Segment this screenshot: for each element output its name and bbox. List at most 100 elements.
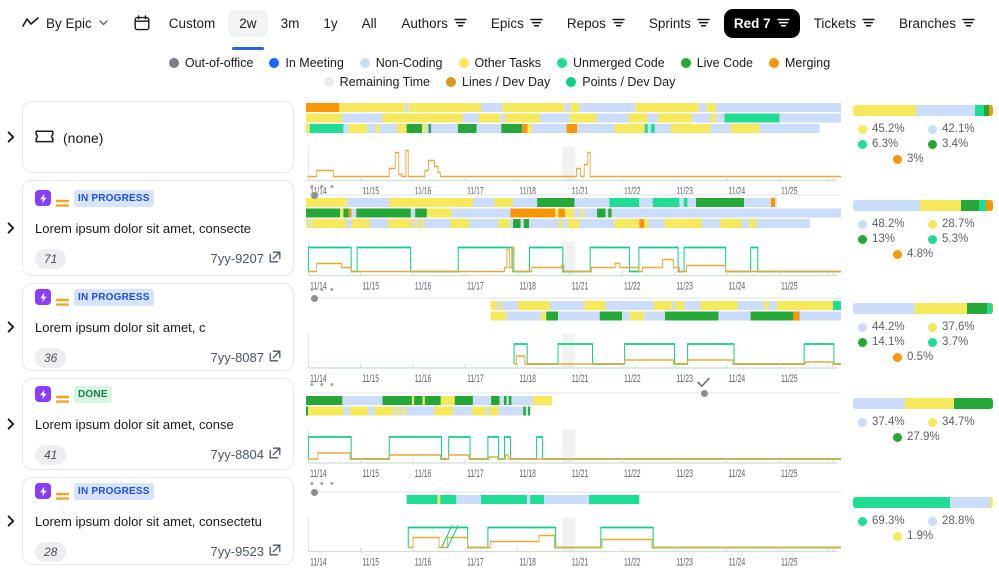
activity-segment (546, 311, 558, 321)
ticket-card-header: IN PROGRESS Lorem ipsum dolor sit amet, c… (35, 482, 281, 530)
activity-timeline-chart[interactable]: 11/14 11/15 11/16 11/17 11/18 11/21 11/22 11/23… (306, 198, 841, 296)
ticket-id-link[interactable]: 7yy-8804 (211, 447, 281, 462)
row-chart-inner: 11/14 11/15 11/16 11/17 11/18 11/21 11/22 11/23… (306, 101, 841, 198)
range-all[interactable]: All (361, 15, 377, 31)
activity-segment (339, 103, 405, 112)
row-options-menu[interactable]: • • • (310, 379, 336, 391)
calendar-icon[interactable] (132, 15, 156, 31)
ticket-id-link[interactable]: 7yy-9523 (211, 544, 281, 559)
activity-segment (744, 198, 771, 207)
activity-segment (584, 301, 606, 310)
activity-segment (375, 124, 380, 133)
range-custom[interactable]: Custom (168, 15, 216, 31)
filter-sprints[interactable]: Sprints (639, 9, 720, 38)
metric-lines (307, 146, 841, 178)
row-expand-chevron[interactable] (0, 283, 22, 371)
legend-item-in-meeting[interactable]: In Meeting (269, 57, 344, 70)
activity-segment (472, 198, 495, 207)
activity-segment (494, 198, 513, 207)
filter-red-7[interactable]: Red 7 (723, 8, 800, 38)
legend-item-merging[interactable]: Merging (768, 57, 830, 70)
activity-segment (426, 208, 452, 218)
ticket-id-link[interactable]: 7yy-8087 (211, 350, 281, 365)
external-link-icon (269, 251, 281, 266)
activity-segment (450, 219, 470, 228)
row-expand-chevron[interactable] (0, 180, 22, 276)
activity-segment (558, 208, 565, 218)
activity-segment (706, 103, 716, 112)
ticket-progress-marker[interactable] (310, 488, 318, 496)
summary-color-dot (858, 234, 867, 244)
summary-item: 27.9% (893, 431, 953, 443)
activity-segment (440, 495, 457, 504)
row-options-menu[interactable]: • • • (310, 181, 336, 193)
activity-segment (776, 301, 833, 310)
range-3m[interactable]: 3m (280, 15, 300, 31)
filter-branches[interactable]: Branches (889, 9, 985, 38)
legend-item-non-coding[interactable]: Non-Coding (359, 57, 443, 70)
activity-segment (501, 301, 518, 310)
group-by-epic-dropdown[interactable]: By Epic (14, 10, 116, 37)
activity-segment (510, 208, 556, 218)
ticket-progress-marker[interactable] (701, 389, 709, 397)
row-expand-chevron[interactable] (0, 477, 22, 565)
row-expand-chevron[interactable] (0, 378, 22, 470)
filter-authors[interactable]: Authors (391, 9, 477, 38)
summary-bar-segment (853, 303, 915, 314)
ticket-card[interactable]: IN PROGRESS Lorem ipsum dolor sit amet, c… (22, 283, 294, 371)
ticket-card-footer: 36 7yy-8087 (35, 347, 281, 368)
activity-segment (414, 396, 423, 405)
activity-segment (517, 301, 550, 310)
activity-segment (589, 495, 640, 504)
ticket-card[interactable]: IN PROGRESS Lorem ipsum dolor sit amet, c… (22, 180, 294, 276)
range-1y[interactable]: 1y (323, 15, 338, 31)
axis-tick-label: 11/16 (415, 556, 432, 569)
summary-bar-segment (975, 105, 985, 116)
ticket-card-footer: 71 7yy-9207 (35, 248, 281, 269)
activity-segment (715, 113, 725, 123)
row-expand-chevron[interactable] (0, 101, 22, 173)
summary-percent: 3% (907, 153, 924, 165)
epic-card-none[interactable]: (none) (22, 101, 294, 173)
legend-item-live-code[interactable]: Live Code (680, 57, 753, 70)
activity-segment (341, 113, 383, 123)
filter-repos[interactable]: Repos (557, 9, 635, 38)
activity-segment (491, 396, 500, 405)
filter-epics[interactable]: Epics (481, 9, 553, 38)
row-options-menu[interactable]: • • • (310, 478, 336, 490)
legend-row-primary: Out-of-office In Meeting Non-Coding Other T… (0, 54, 999, 73)
axis-ticks: 11/14 11/15 11/16 11/17 11/18 11/21 11/22 11/23… (307, 271, 834, 293)
external-link-icon (269, 447, 281, 462)
activity-segment (710, 124, 731, 133)
legend-label: Lines / Dev Day (462, 74, 551, 89)
legend-item-lines-dev-day[interactable]: Lines / Dev Day (446, 74, 551, 89)
activity-timeline-chart[interactable]: 11/14 11/15 11/16 11/17 11/18 11/21 11/22 11/23… (306, 103, 841, 201)
activity-segment (457, 124, 477, 133)
legend-item-other-tasks[interactable]: Other Tasks (458, 57, 541, 70)
legend-item-remaining-time[interactable]: Remaining Time (323, 75, 430, 89)
activity-segment (389, 198, 473, 207)
activity-timeline-chart[interactable]: 11/14 11/15 11/16 11/17 11/18 11/21 11/22 11/23… (306, 301, 841, 388)
activity-segment (306, 406, 309, 416)
activity-segment (346, 219, 352, 228)
range-2w[interactable]: 2w (228, 9, 268, 50)
ticket-card[interactable]: DONE Lorem ipsum dolor sit amet, conse 41 7… (22, 378, 294, 470)
legend-item-unmerged-code[interactable]: Unmerged Code (556, 57, 665, 70)
summary-percent: 14.1% (872, 336, 905, 348)
legend-item-out-of-office[interactable]: Out-of-office (168, 57, 253, 70)
date-range-group: Custom 2w 3m 1y All (132, 9, 388, 50)
filter-tickets[interactable]: Tickets (804, 9, 885, 38)
legend-item-points-dev-day[interactable]: Points / Dev Day (566, 75, 675, 89)
activity-timeline-chart[interactable]: 11/14 11/15 11/16 11/17 11/18 11/21 11/22 11/23… (306, 396, 841, 483)
ticket-id-link[interactable]: 7yy-9207 (211, 251, 281, 266)
status-badge: IN PROGRESS (74, 190, 154, 207)
ticket-progress-marker[interactable] (310, 294, 318, 302)
summary-item: 45.2% (858, 123, 918, 135)
ticket-progress-marker[interactable] (310, 191, 318, 199)
row-options-menu[interactable]: • • • (310, 284, 336, 296)
ticket-card[interactable]: IN PROGRESS Lorem ipsum dolor sit amet, c… (22, 477, 294, 565)
priority-medium-icon (55, 486, 70, 508)
activity-segment (490, 311, 507, 321)
activity-segment (351, 219, 370, 228)
activity-timeline-chart[interactable]: 11/14 11/15 11/16 11/17 11/18 11/21 11/22 11/23… (306, 495, 841, 572)
